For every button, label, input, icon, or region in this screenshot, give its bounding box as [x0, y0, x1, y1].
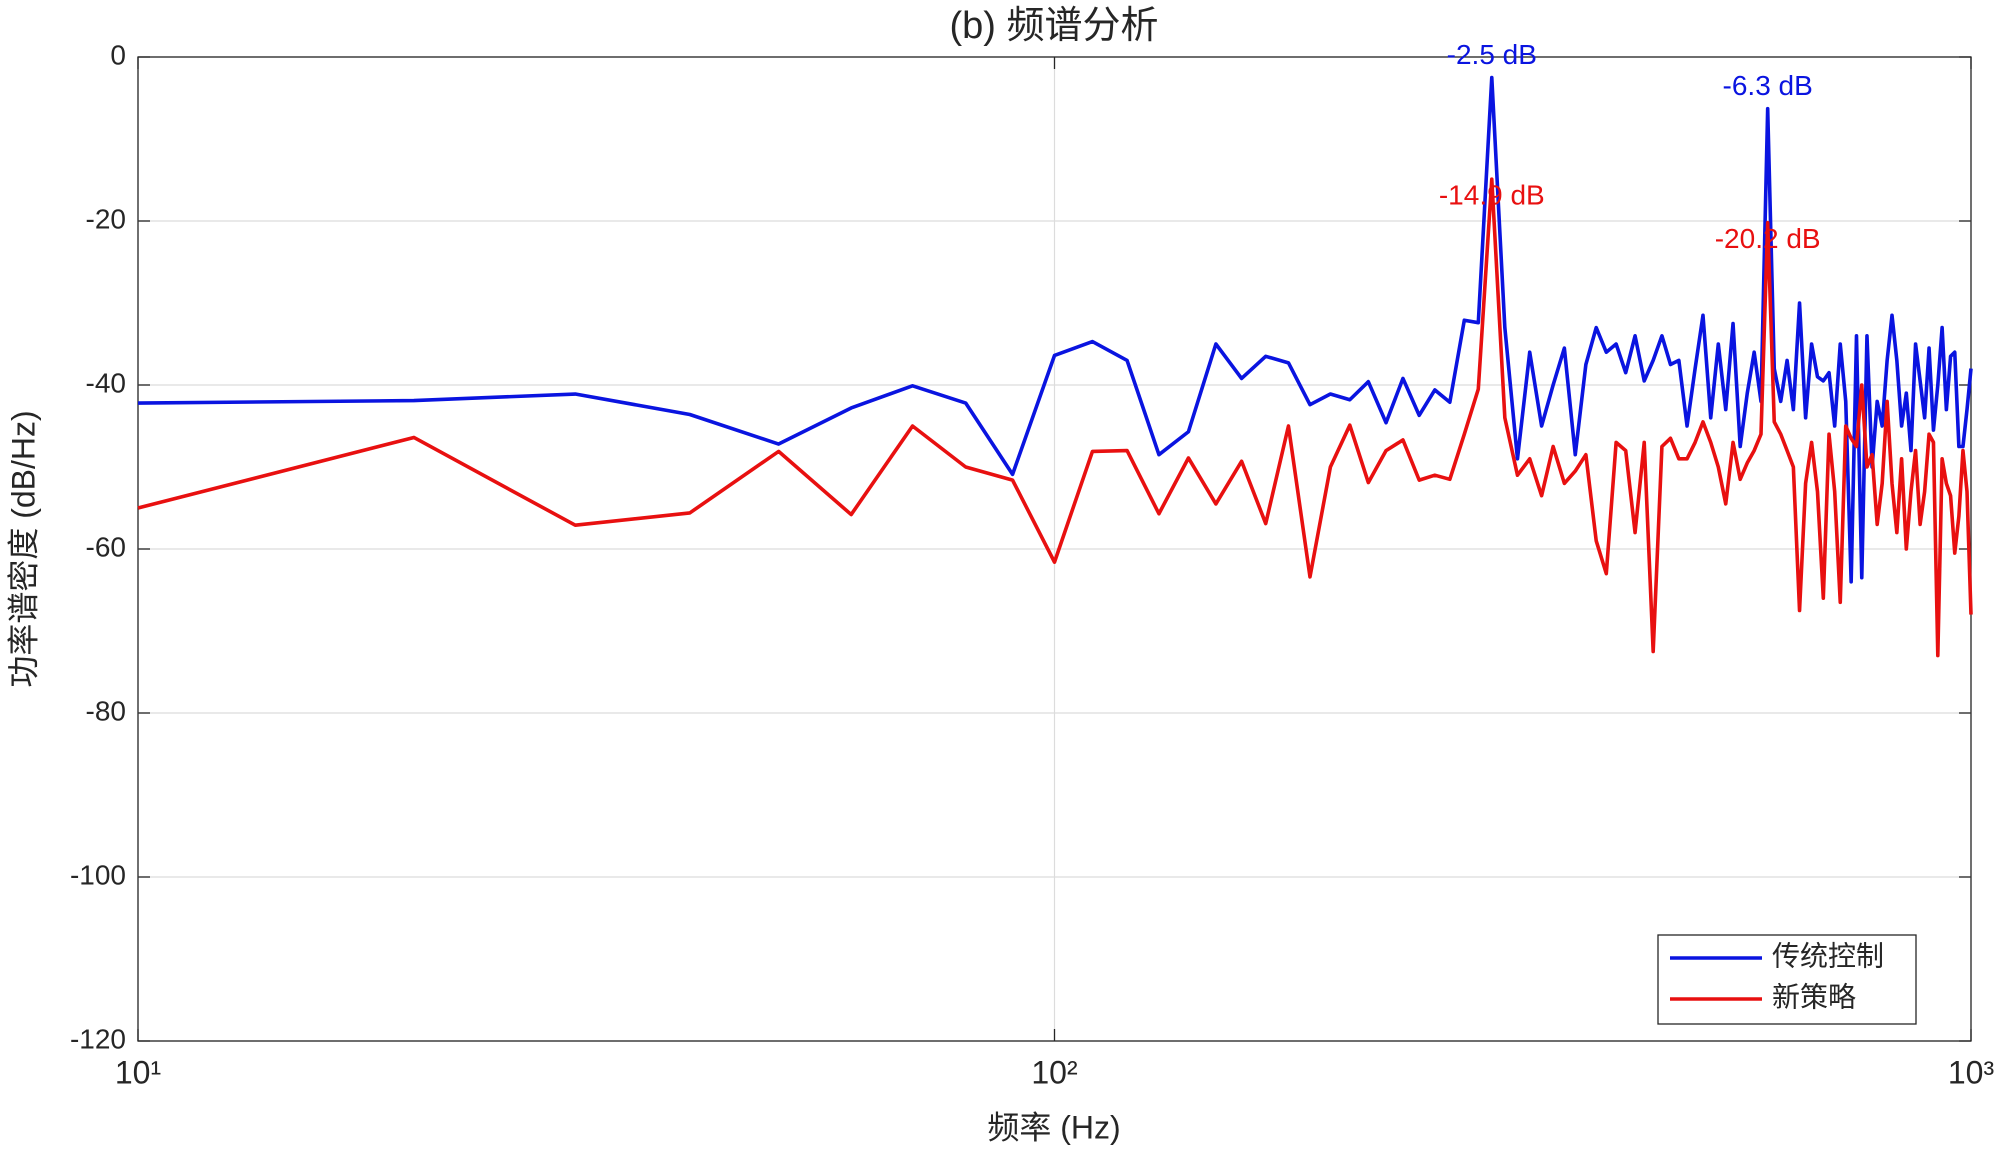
- x-axis-label: 频率 (Hz): [987, 1109, 1120, 1145]
- x-tick-label: 10³: [1948, 1054, 1995, 1090]
- y-tick-label: -40: [86, 367, 126, 398]
- y-tick-label: -60: [86, 531, 126, 562]
- peak-label: -14.9 dB: [1439, 180, 1545, 211]
- plot-frame: [137, 56, 1972, 1042]
- series-line: [137, 75, 1973, 584]
- legend-box: [1657, 934, 1917, 1025]
- y-tick-label: -120: [70, 1023, 126, 1054]
- y-tick-label: -100: [70, 859, 126, 890]
- series-line: [137, 177, 1973, 658]
- chart-title: (b) 频谱分析: [949, 5, 1158, 47]
- x-tick-label: 10¹: [115, 1054, 161, 1090]
- legend-label: 传统控制: [1772, 940, 1884, 971]
- legend-label: 新策略: [1772, 981, 1856, 1012]
- peak-label: -2.5 dB: [1447, 39, 1537, 70]
- peak-label: -20.2 dB: [1715, 223, 1821, 254]
- peak-label: -6.3 dB: [1723, 70, 1813, 101]
- y-tick-label: 0: [110, 39, 126, 70]
- y-axis-label: 功率谱密度 (dB/Hz): [5, 410, 41, 687]
- y-tick-label: -20: [86, 203, 126, 234]
- y-tick-label: -80: [86, 695, 126, 726]
- x-tick-label: 10²: [1031, 1054, 1078, 1090]
